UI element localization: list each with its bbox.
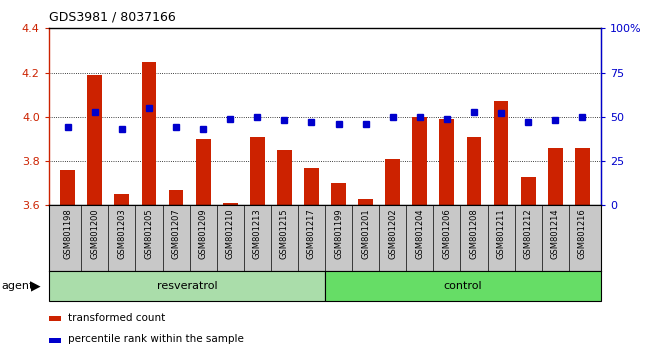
Bar [521,177,536,205]
Bar [358,199,373,205]
Text: GSM801211: GSM801211 [497,209,506,259]
Text: GSM801217: GSM801217 [307,209,316,259]
Text: ▶: ▶ [31,279,41,292]
Text: GSM801212: GSM801212 [524,209,532,259]
Text: percentile rank within the sample: percentile rank within the sample [68,334,244,344]
Bar [385,159,400,205]
Bar [493,101,508,205]
Bar [325,271,601,301]
Text: GSM801208: GSM801208 [469,209,478,259]
Bar [223,203,238,205]
Bar [60,170,75,205]
Bar [49,338,61,343]
Bar [548,148,563,205]
Text: GSM801202: GSM801202 [388,209,397,259]
Text: GSM801204: GSM801204 [415,209,424,259]
Text: GSM801214: GSM801214 [551,209,560,259]
Text: GSM801206: GSM801206 [443,209,451,259]
Bar [87,75,102,205]
Text: transformed count: transformed count [68,313,165,323]
Text: resveratrol: resveratrol [157,281,217,291]
Text: GSM801201: GSM801201 [361,209,370,259]
Bar [196,139,211,205]
Bar [142,62,157,205]
Bar [49,271,325,301]
Bar [331,183,346,205]
Bar [277,150,292,205]
Bar [575,148,590,205]
Bar [439,119,454,205]
Text: GSM801207: GSM801207 [172,209,181,259]
Bar [49,316,61,321]
Text: GSM801209: GSM801209 [199,209,207,259]
Text: GSM801199: GSM801199 [334,209,343,259]
Bar [168,190,183,205]
Text: GSM801215: GSM801215 [280,209,289,259]
Text: control: control [444,281,482,291]
Text: GSM801203: GSM801203 [118,209,126,259]
Text: GSM801213: GSM801213 [253,209,262,259]
Bar [304,168,319,205]
Bar [250,137,265,205]
Bar [114,194,129,205]
Text: GSM801216: GSM801216 [578,209,587,259]
Text: GDS3981 / 8037166: GDS3981 / 8037166 [49,11,176,24]
Text: GSM801205: GSM801205 [144,209,153,259]
Text: agent: agent [1,281,34,291]
Text: GSM801210: GSM801210 [226,209,235,259]
Bar [412,117,427,205]
Bar [467,137,482,205]
Text: GSM801200: GSM801200 [90,209,99,259]
Text: GSM801198: GSM801198 [63,209,72,259]
